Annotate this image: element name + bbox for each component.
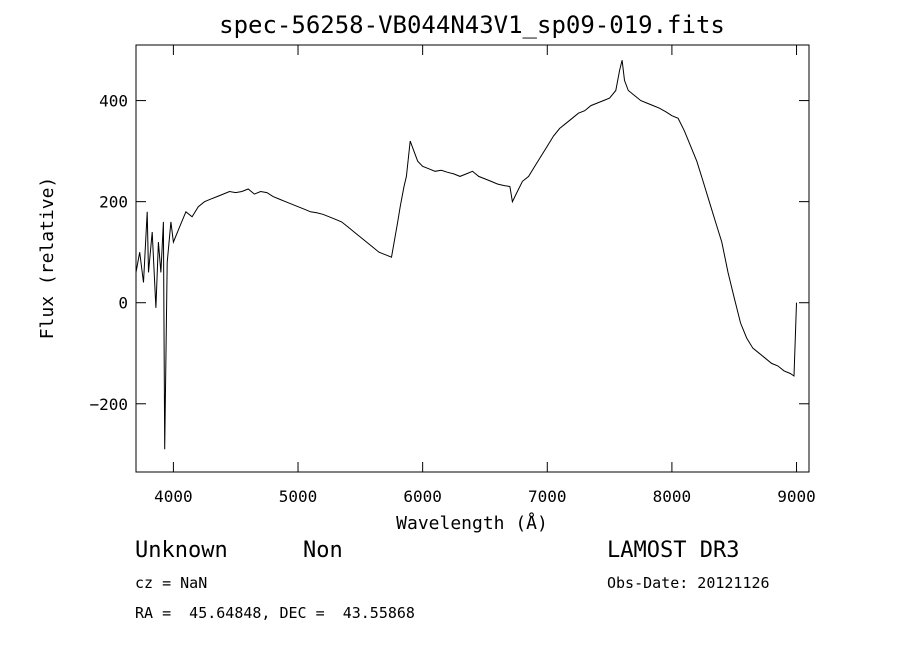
chart-title: spec-56258-VB044N43V1_sp09-019.fits <box>219 11 725 39</box>
obs-date: Obs-Date: 20121126 <box>607 574 770 592</box>
y-tick-label: 400 <box>99 92 128 111</box>
x-axis-ticks: 4000 5000 6000 7000 8000 9000 <box>154 45 816 506</box>
x-tick-label: 6000 <box>403 487 442 506</box>
plot-frame <box>135 44 810 473</box>
y-tick-label: 200 <box>99 193 128 212</box>
x-tick-label: 9000 <box>777 487 816 506</box>
object-subclass: Non <box>303 538 343 563</box>
x-tick-label: 5000 <box>279 487 318 506</box>
x-axis-label: Wavelength (Å) <box>396 512 548 534</box>
y-tick-label: −200 <box>89 395 128 414</box>
object-class: Unknown <box>135 538 228 563</box>
survey-name: LAMOST DR3 <box>607 538 740 563</box>
y-tick-label: 0 <box>118 294 128 313</box>
coordinates: RA = 45.64848, DEC = 43.55868 <box>135 604 415 622</box>
x-tick-label: 7000 <box>528 487 567 506</box>
x-tick-label: 4000 <box>154 487 193 506</box>
x-tick-label: 8000 <box>653 487 692 506</box>
spectrum-line <box>135 60 797 450</box>
redshift-value: cz = NaN <box>135 574 208 592</box>
y-axis-ticks: −200 0 200 400 <box>89 92 809 414</box>
y-axis-label: Flux (relative) <box>37 177 58 340</box>
